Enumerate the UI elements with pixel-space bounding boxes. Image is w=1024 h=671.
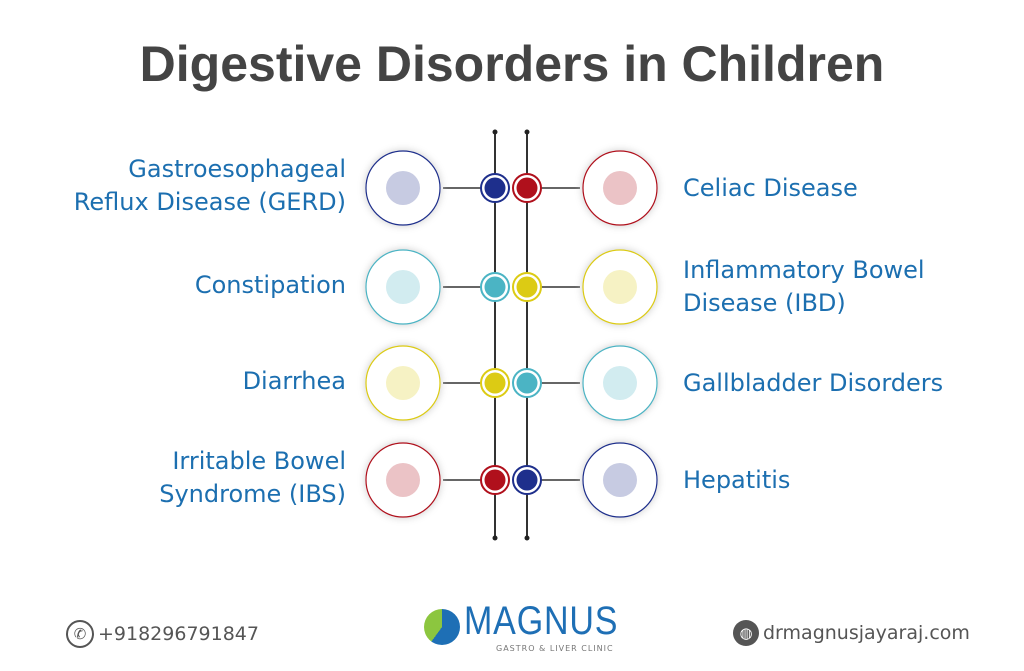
- disorder-label: Irritable Bowel Syndrome (IBS): [159, 445, 346, 511]
- disorder-label-line: Constipation: [194, 270, 346, 299]
- node-dot: [516, 469, 538, 491]
- phone-contact[interactable]: ✆ +918296791847: [66, 620, 259, 648]
- logo-mark-icon: [424, 609, 460, 645]
- disorder-label: Diarrhea: [243, 365, 346, 398]
- line-end-dot: [524, 129, 530, 135]
- gallbladder-icon: [582, 345, 658, 421]
- gallbladder-icon-illustration: [603, 366, 637, 400]
- disorder-label-line: Disease (IBD): [683, 289, 846, 317]
- disorder-label: Inflammatory Bowel Disease (IBD): [683, 254, 925, 320]
- phone-number: +918296791847: [98, 623, 259, 645]
- line-end-dot: [492, 129, 498, 135]
- disorder-label-line: Celiac Disease: [683, 173, 858, 202]
- disorder-label-line: Gastroesophageal: [128, 155, 346, 183]
- disorder-label: Celiac Disease: [683, 172, 858, 205]
- website-contact[interactable]: ◍ drmagnusjayaraj.com: [733, 620, 970, 646]
- liver-icon: [582, 442, 658, 518]
- line-end-dot: [524, 535, 530, 541]
- node-dot: [516, 177, 538, 199]
- abdomen-pain-icon: [582, 249, 658, 325]
- disorder-label-line: Hepatitis: [683, 465, 791, 494]
- page-title: Digestive Disorders in Children: [139, 36, 885, 92]
- disorder-label-line: Gallbladder Disorders: [683, 368, 944, 397]
- liver-icon-illustration: [603, 463, 637, 497]
- no-bread-icon-illustration: [603, 171, 637, 205]
- line-end-dot: [492, 535, 498, 541]
- disorder-label-line: Irritable Bowel: [172, 447, 346, 475]
- stomach-icon-illustration: [386, 171, 420, 205]
- magnus-logo: MAGNUS GASTRO & LIVER CLINIC: [424, 600, 646, 654]
- node-dot: [484, 372, 506, 394]
- logo-tagline: GASTRO & LIVER CLINIC: [496, 644, 614, 653]
- intestine-icon-illustration: [386, 463, 420, 497]
- child-on-toilet-icon: [365, 249, 441, 325]
- child-on-toilet-icon: [365, 345, 441, 421]
- node-dot: [484, 469, 506, 491]
- website-url: drmagnusjayaraj.com: [763, 622, 970, 644]
- globe-icon: ◍: [733, 620, 759, 646]
- intestine-icon: [365, 442, 441, 518]
- child-on-toilet-icon-illustration: [386, 366, 420, 400]
- child-on-toilet-icon-illustration: [386, 270, 420, 304]
- disorder-label-line: Inflammatory Bowel: [683, 256, 925, 284]
- node-dot: [516, 276, 538, 298]
- disorder-label: Hepatitis: [683, 464, 790, 497]
- abdomen-pain-icon-illustration: [603, 270, 637, 304]
- disorder-label: Constipation: [195, 269, 346, 302]
- disorder-label: Gastroesophageal Reflux Disease (GERD): [74, 153, 346, 219]
- node-dot: [484, 177, 506, 199]
- no-bread-icon: [582, 150, 658, 226]
- disorder-label-line: Diarrhea: [242, 366, 346, 395]
- phone-icon: ✆: [66, 620, 94, 648]
- disorder-label: Gallbladder Disorders: [683, 367, 943, 400]
- node-dot: [484, 276, 506, 298]
- logo-name: MAGNUS: [464, 599, 619, 643]
- node-dot: [516, 372, 538, 394]
- disorder-label-line: Reflux Disease (GERD): [73, 188, 346, 216]
- stomach-icon: [365, 150, 441, 226]
- disorder-label-line: Syndrome (IBS): [159, 480, 346, 508]
